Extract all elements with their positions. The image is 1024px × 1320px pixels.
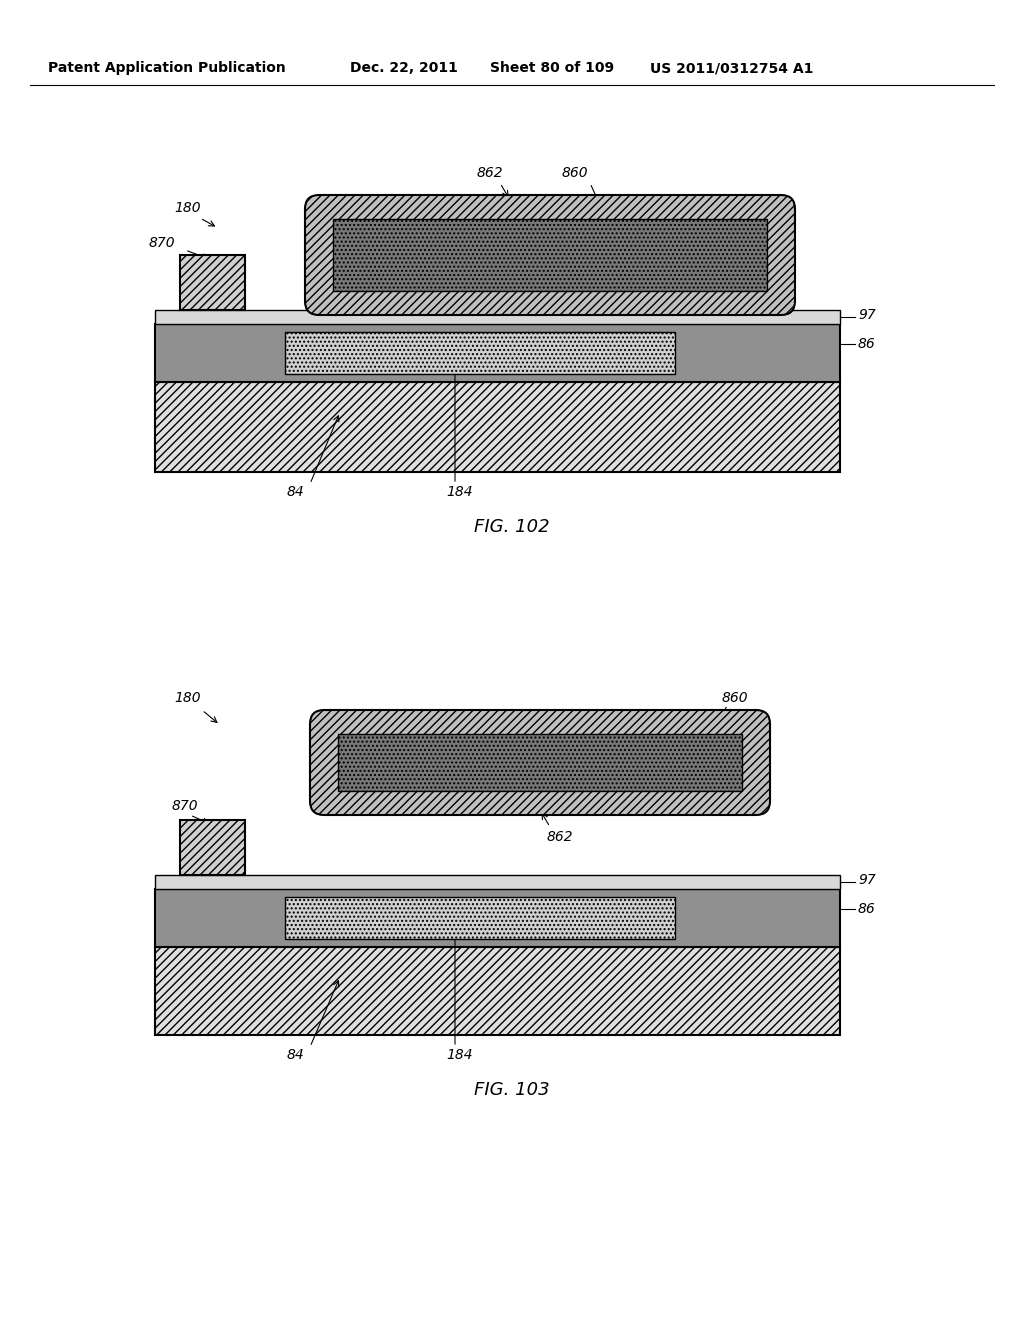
Text: 862: 862 [477,166,504,180]
Text: Patent Application Publication: Patent Application Publication [48,61,286,75]
Text: 860: 860 [722,690,749,705]
Text: 86: 86 [858,337,876,351]
Bar [333,219,767,290]
Text: 860: 860 [562,166,589,180]
Text: 180: 180 [175,201,202,215]
FancyBboxPatch shape [305,195,795,315]
Bar [285,898,675,939]
Bar [338,734,742,791]
Text: 184: 184 [446,484,473,499]
Text: 870: 870 [148,236,175,249]
Text: 180: 180 [175,690,202,705]
Text: Dec. 22, 2011: Dec. 22, 2011 [350,61,458,75]
Text: 870: 870 [172,799,199,813]
Text: Sheet 80 of 109: Sheet 80 of 109 [490,61,614,75]
Text: 84: 84 [286,1048,304,1063]
Text: 86: 86 [858,902,876,916]
Bar [155,946,840,1035]
FancyBboxPatch shape [310,710,770,814]
Text: 862: 862 [547,830,573,843]
Text: 97: 97 [858,308,876,322]
Bar [180,255,245,310]
Text: US 2011/0312754 A1: US 2011/0312754 A1 [650,61,813,75]
Bar [155,381,840,473]
Bar [155,310,840,323]
Text: 97: 97 [858,873,876,887]
Bar [285,333,675,374]
Bar [155,888,840,946]
Text: 184: 184 [446,1048,473,1063]
Bar [155,323,840,381]
Text: FIG. 103: FIG. 103 [474,1081,550,1100]
Bar [155,875,840,888]
Bar [180,820,245,875]
Text: FIG. 102: FIG. 102 [474,517,550,536]
Text: 84: 84 [286,484,304,499]
